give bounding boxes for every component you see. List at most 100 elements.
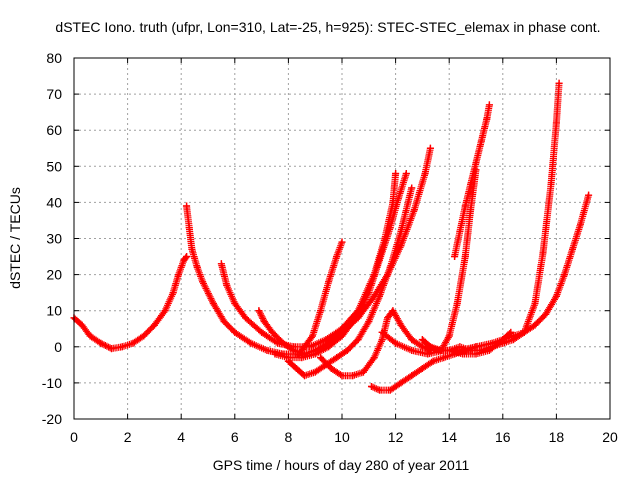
data-point [268, 328, 276, 336]
data-point [359, 368, 367, 376]
data-point [140, 332, 148, 340]
series-arc1 [70, 253, 191, 353]
data-point [349, 372, 357, 380]
data-point [459, 350, 467, 358]
data-point [183, 253, 191, 261]
data-point [161, 307, 169, 315]
x-axis-title: GPS time / hours of day 280 of year 2011 [213, 457, 470, 473]
data-point [397, 227, 405, 235]
data-point [510, 336, 518, 344]
data-point [311, 350, 319, 358]
series-markers [217, 170, 400, 351]
data-point [279, 339, 287, 347]
data-point [108, 345, 116, 353]
data-point [327, 364, 335, 372]
data-point [185, 224, 193, 232]
data-point [440, 354, 448, 362]
data-point [199, 278, 207, 286]
data-point [300, 372, 308, 380]
data-point [263, 346, 271, 354]
data-point [183, 202, 191, 210]
data-point [258, 328, 266, 336]
x-tick-label: 18 [549, 429, 565, 445]
data-point [325, 343, 333, 351]
y-tick-label: -20 [42, 411, 62, 427]
y-tick-label: 70 [46, 86, 62, 102]
data-point [392, 170, 400, 178]
data-point [483, 115, 491, 123]
series-arc13 [445, 328, 515, 358]
data-point [209, 299, 217, 307]
data-point [552, 292, 560, 300]
data-point [568, 245, 576, 253]
y-tick-label: 80 [46, 50, 62, 66]
y-tick-label: 40 [46, 194, 62, 210]
x-tick-label: 14 [441, 429, 457, 445]
data-point [188, 245, 196, 253]
y-tick-label: 30 [46, 231, 62, 247]
data-point [389, 307, 397, 315]
x-tick-label: 8 [285, 429, 293, 445]
data-point [467, 180, 475, 188]
data-point [560, 271, 568, 279]
data-point [410, 206, 418, 214]
y-tick-label: 10 [46, 303, 62, 319]
data-point [367, 383, 375, 391]
data-point [292, 364, 300, 372]
data-point [397, 242, 405, 250]
data-point [477, 137, 485, 145]
x-tick-label: 0 [70, 429, 78, 445]
y-tick-label: 0 [54, 339, 62, 355]
x-tick-label: 12 [388, 429, 404, 445]
data-point [284, 357, 292, 365]
data-point [386, 263, 394, 271]
data-point [539, 249, 547, 257]
data-point [451, 253, 459, 261]
series-markers [424, 79, 563, 354]
series-arc7 [317, 307, 434, 380]
data-point [365, 318, 373, 326]
data-point [421, 170, 429, 178]
data-point [555, 79, 563, 87]
data-point [338, 332, 346, 340]
data-point [424, 350, 432, 358]
x-tick-label: 20 [602, 429, 618, 445]
data-point [317, 354, 325, 362]
data-point [150, 321, 158, 329]
data-point [547, 180, 555, 188]
data-point [531, 321, 539, 329]
x-tick-label: 2 [124, 429, 132, 445]
data-point [386, 386, 394, 394]
data-point [408, 372, 416, 380]
data-point [255, 307, 263, 315]
data-point [418, 336, 426, 344]
data-point [376, 386, 384, 394]
data-point [370, 354, 378, 362]
data-point [408, 184, 416, 192]
data-point [397, 321, 405, 329]
data-point [220, 318, 228, 326]
data-point [424, 343, 432, 351]
data-layer [70, 79, 593, 394]
grid [73, 57, 611, 420]
data-point [376, 292, 384, 300]
data-point [365, 289, 373, 297]
data-point [392, 339, 400, 347]
data-point [333, 253, 341, 261]
data-point [129, 339, 137, 347]
y-tick-label: 20 [46, 267, 62, 283]
data-point [169, 289, 177, 297]
data-point [290, 346, 298, 354]
y-axis-title: dSTEC / TECUs [7, 187, 23, 289]
data-point [531, 299, 539, 307]
data-point [309, 332, 317, 340]
data-point [434, 346, 442, 354]
data-point [461, 253, 469, 261]
data-point [376, 256, 384, 264]
series-arc11 [424, 79, 563, 354]
x-tick-label: 4 [177, 429, 185, 445]
data-point [485, 346, 493, 354]
data-point [242, 314, 250, 322]
series-markers [451, 101, 493, 260]
data-point [585, 191, 593, 199]
